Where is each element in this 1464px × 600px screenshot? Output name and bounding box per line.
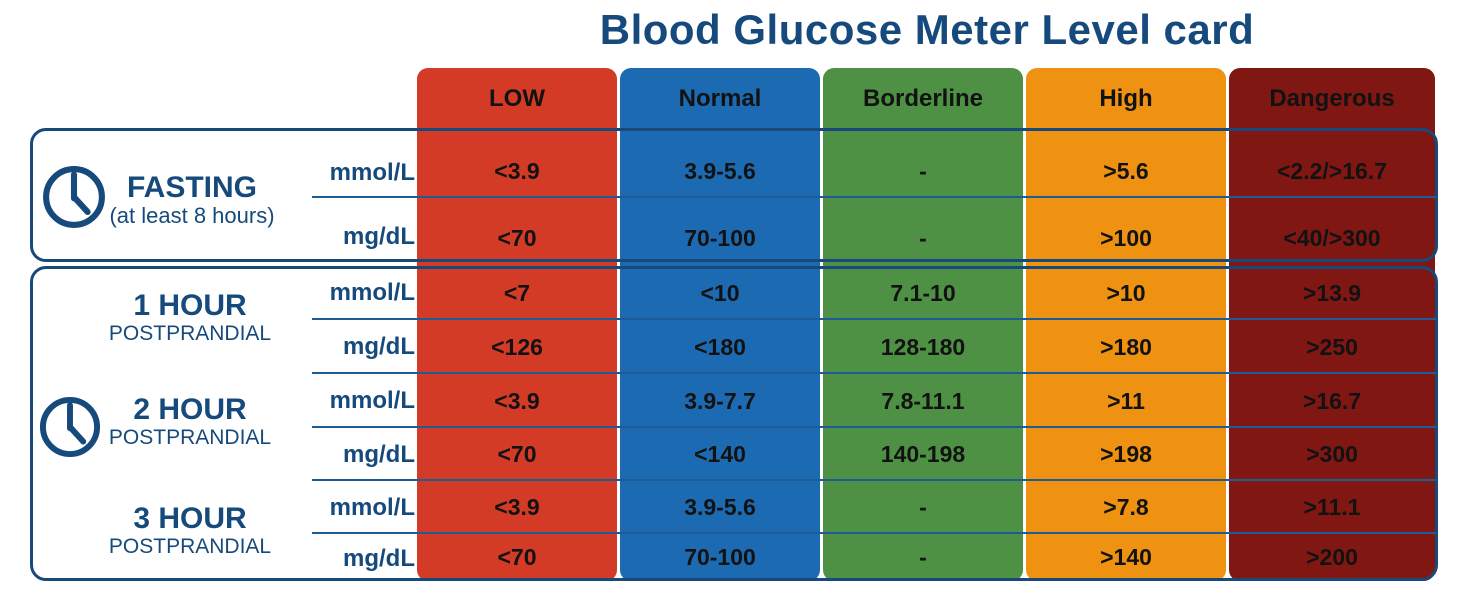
cell-2h-mg-normal: <140 [694,441,746,467]
cell-1h-mg-low: <126 [491,333,543,360]
cell-fasting-mg-low: <70 [497,225,537,251]
cell-fasting-mmol-high: >5.6 [1103,158,1149,184]
cell-2h-mg-low: <70 [497,441,537,467]
cell-3h-mg-normal: 70-100 [684,544,756,570]
column-low: LOW <3.9 <70 <7 <126 <3.9 <70 <3.9 <70 [417,68,617,581]
clock-icon [39,396,101,458]
cell-fasting-mmol-normal: 3.9-5.6 [684,158,756,184]
column-borderline: Borderline - - 7.1-10 128-180 7.8-11.1 1… [823,68,1023,581]
cell-1h-mg-borderline: 128-180 [880,333,966,360]
column-normal: Normal 3.9-5.6 70-100 <10 <180 3.9-7.7 <… [620,68,820,581]
cell-fasting-mg-borderline: - [919,225,927,251]
cell-fasting-mmol-low: <3.9 [494,158,540,184]
section-title: 2 HOUR [133,393,247,426]
cell-2h-mmol-low: <3.9 [494,387,540,414]
cell-2h-mg-dangerous: >300 [1306,441,1358,467]
cell-3h-mmol-high: >7.8 [1103,494,1149,520]
unit-label-2h-mmol: mmol/L [329,387,415,414]
cell-2h-mmol-high: >11 [1107,387,1145,414]
cell-2h-mg-borderline: 140-198 [880,441,966,467]
cell-2h-mmol-borderline: 7.8-11.1 [881,387,965,414]
cell-3h-mmol-borderline: - [919,494,927,520]
unit-label-fasting-mmol: mmol/L [329,159,415,186]
cell-3h-mg-low: <70 [497,544,537,570]
cell-1h-mmol-dangerous: >13.9 [1302,279,1362,306]
cell-1h-mmol-low: <7 [503,279,531,306]
section-label-3-hour: 3 HOUR POSTPRANDIAL [90,503,290,559]
cell-3h-mmol-dangerous: >11.1 [1303,494,1361,520]
column-header-normal: Normal [678,85,762,112]
cell-fasting-mg-normal: 70-100 [684,225,756,251]
cell-1h-mmol-high: >10 [1106,279,1146,306]
section-subtitle: POSTPRANDIAL [108,426,272,449]
cell-1h-mg-high: >180 [1100,333,1152,360]
cell-3h-mmol-low: <3.9 [494,494,540,520]
column-dangerous: Dangerous <2.2/>16.7 <40/>300 >13.9 >250… [1229,68,1435,581]
page-title: Blood Glucose Meter Level card [599,6,1255,53]
unit-label-1h-mg: mg/dL [343,333,415,360]
cell-fasting-mmol-borderline: - [919,158,927,184]
cell-1h-mg-dangerous: >250 [1306,333,1358,360]
unit-label-3h-mmol: mmol/L [329,494,415,521]
section-subtitle: POSTPRANDIAL [108,535,272,558]
cell-3h-mg-dangerous: >200 [1306,544,1358,570]
section-title: FASTING [126,171,257,204]
unit-label-3h-mg: mg/dL [343,545,415,572]
cell-3h-mg-high: >140 [1100,544,1152,570]
section-subtitle: POSTPRANDIAL [108,322,272,345]
section-label-2-hour: 2 HOUR POSTPRANDIAL [90,394,290,450]
cell-3h-mg-borderline: - [919,544,927,570]
cell-2h-mmol-normal: 3.9-7.7 [684,387,756,414]
cell-1h-mmol-normal: <10 [700,279,740,306]
column-header-high: High [1099,85,1153,112]
cell-fasting-mg-high: >100 [1100,225,1152,251]
section-label-fasting: FASTING (at least 8 hours) [92,172,292,228]
unit-label-2h-mg: mg/dL [343,441,415,468]
column-high: High >5.6 >100 >10 >180 >11 >198 >7.8 >1… [1026,68,1226,581]
unit-label-fasting-mg: mg/dL [343,223,415,250]
cell-2h-mmol-dangerous: >16.7 [1302,387,1362,414]
unit-label-1h-mmol: mmol/L [329,279,415,306]
cell-3h-mmol-normal: 3.9-5.6 [684,494,756,520]
clock-icon [43,166,105,228]
section-label-1-hour: 1 HOUR POSTPRANDIAL [90,290,290,346]
column-header-low: LOW [489,85,545,112]
cell-1h-mmol-borderline: 7.1-10 [890,279,956,306]
section-subtitle: (at least 8 hours) [109,203,275,228]
cell-1h-mg-normal: <180 [694,333,746,360]
cell-fasting-mg-dangerous: <40/>300 [1283,225,1381,251]
section-title: 3 HOUR [133,502,247,535]
cell-fasting-mmol-dangerous: <2.2/>16.7 [1277,158,1387,184]
column-header-dangerous: Dangerous [1269,85,1395,112]
section-title: 1 HOUR [133,289,247,322]
cell-2h-mg-high: >198 [1100,441,1152,467]
column-header-borderline: Borderline [862,85,984,112]
